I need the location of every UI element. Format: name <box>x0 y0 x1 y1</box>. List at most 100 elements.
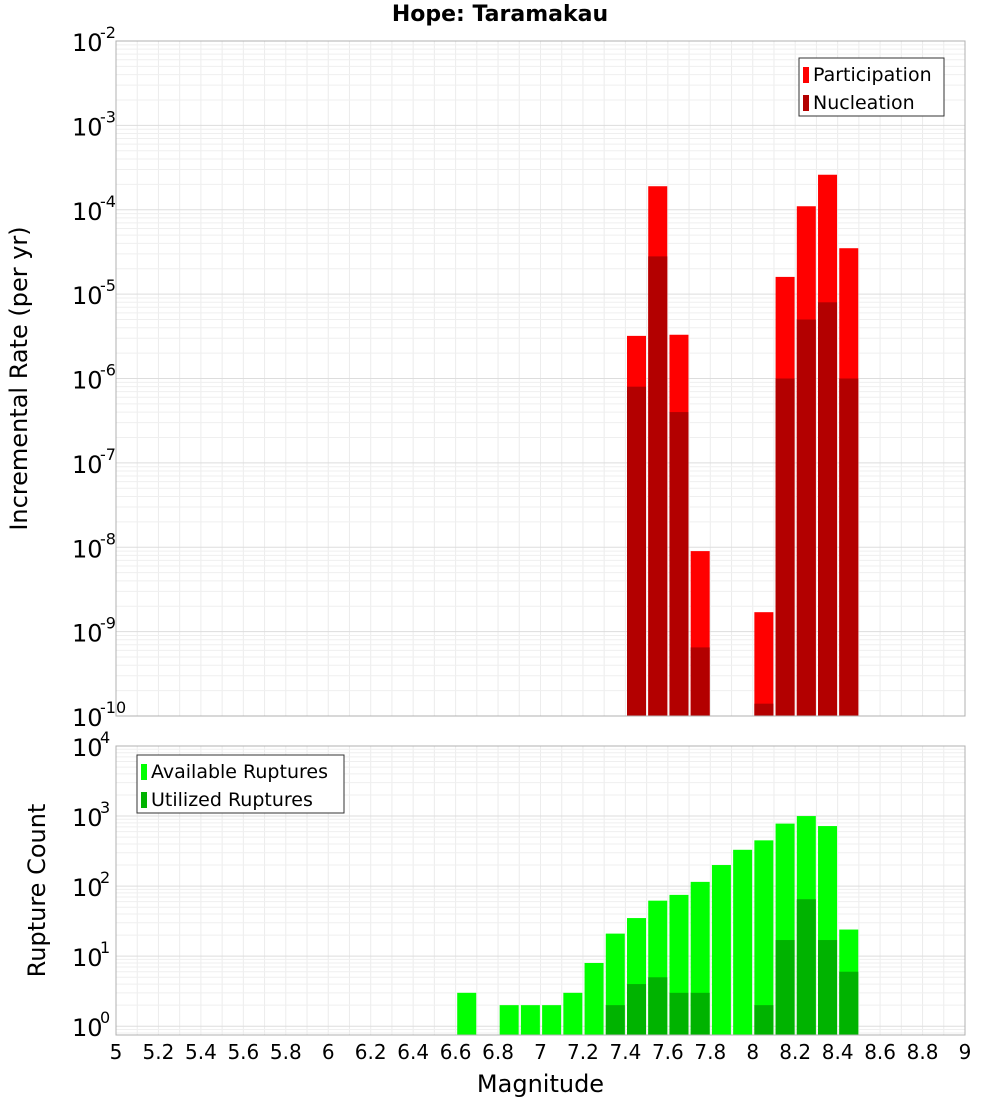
y-tick-label: 10 <box>72 451 103 479</box>
y-tick-exponent: 1 <box>100 938 110 957</box>
y-tick-exponent: -2 <box>100 23 116 42</box>
x-tick-label: 8.2 <box>779 1040 811 1064</box>
bar <box>690 992 710 1035</box>
bar <box>733 849 753 1035</box>
plot-frame <box>115 745 966 1036</box>
bar <box>669 412 689 716</box>
x-tick-label: 5.8 <box>270 1040 302 1064</box>
y-tick-label: 10 <box>72 535 103 563</box>
y-tick-exponent: -8 <box>100 529 116 548</box>
legend-label: Nucleation <box>813 92 915 114</box>
legend: Participation Nucleation <box>798 57 945 117</box>
bar <box>818 302 838 716</box>
bar <box>520 1005 540 1035</box>
bar <box>605 1005 625 1035</box>
rate-panel: 10-1010-910-810-710-610-510-410-310-2Inc… <box>5 23 966 732</box>
legend-swatch <box>803 95 809 111</box>
grid <box>115 41 966 717</box>
y-tick-exponent: -9 <box>100 614 116 633</box>
x-tick-label: 5 <box>110 1040 123 1064</box>
x-tick-label: 5.4 <box>185 1040 217 1064</box>
x-tick-label: 6.2 <box>355 1040 387 1064</box>
y-tick-label: 10 <box>72 113 103 141</box>
y-axis-label: Incremental Rate (per yr) <box>5 226 33 530</box>
y-tick-exponent: -10 <box>100 698 126 717</box>
y-tick-exponent: 4 <box>100 728 110 747</box>
bar <box>775 940 795 1035</box>
x-tick-label: 7.2 <box>567 1040 599 1064</box>
x-tick-label: 6 <box>322 1040 335 1064</box>
y-tick-exponent: -4 <box>100 192 116 211</box>
bar <box>648 977 668 1035</box>
bar <box>775 378 795 716</box>
bar <box>796 899 816 1035</box>
y-tick-label: 10 <box>72 1014 103 1042</box>
y-tick-label: 10 <box>72 704 103 732</box>
x-tick-label: 9 <box>959 1040 972 1064</box>
y-tick-exponent: -5 <box>100 276 116 295</box>
y-tick-exponent: -3 <box>100 107 116 126</box>
y-tick-label: 10 <box>72 367 103 395</box>
legend-swatch <box>141 792 147 808</box>
series-nucleation <box>627 256 859 716</box>
legend-label: Participation <box>813 64 932 86</box>
bar <box>839 378 859 716</box>
bar <box>818 940 838 1035</box>
legend: Available Ruptures Utilized Ruptures <box>136 754 345 814</box>
x-tick-label: 7.4 <box>609 1040 641 1064</box>
bar <box>584 962 604 1035</box>
bar <box>648 256 668 716</box>
x-tick-label: 5.2 <box>143 1040 175 1064</box>
y-tick-label: 10 <box>72 198 103 226</box>
series-utilized-ruptures <box>605 899 859 1035</box>
plot-frame <box>115 40 966 717</box>
y-tick-exponent: -7 <box>100 445 116 464</box>
bar <box>754 612 774 716</box>
y-tick-exponent: -6 <box>100 361 116 380</box>
bar <box>627 386 647 716</box>
bar <box>796 319 816 716</box>
bar <box>563 992 583 1035</box>
legend-box <box>798 57 945 117</box>
bar <box>499 1005 519 1035</box>
legend-label: Utilized Ruptures <box>151 789 313 811</box>
bar <box>627 984 647 1035</box>
bar <box>690 647 710 716</box>
legend-swatch <box>803 67 809 83</box>
y-tick-label: 10 <box>72 944 103 972</box>
x-axis-label: Magnitude <box>477 1070 604 1098</box>
y-tick-label: 10 <box>72 734 103 762</box>
x-tick-label: 8.4 <box>822 1040 854 1064</box>
bar <box>754 840 774 1035</box>
x-tick-label: 6.8 <box>482 1040 514 1064</box>
legend-box <box>136 754 345 814</box>
bar <box>542 1005 562 1035</box>
legend-swatch <box>141 764 147 780</box>
x-tick-label: 5.6 <box>227 1040 259 1064</box>
x-tick-label: 6.4 <box>397 1040 429 1064</box>
y-tick-exponent: 2 <box>100 868 110 887</box>
y-tick-label: 10 <box>72 804 103 832</box>
y-tick-label: 10 <box>72 29 103 57</box>
bar <box>754 1005 774 1035</box>
y-tick-label: 10 <box>72 620 103 648</box>
x-tick-label: 7.8 <box>694 1040 726 1064</box>
chart-title: Hope: Taramakau <box>391 2 609 27</box>
bar <box>754 703 774 716</box>
x-tick-label: 7.6 <box>652 1040 684 1064</box>
y-tick-exponent: 0 <box>100 1008 110 1027</box>
bar <box>711 865 731 1035</box>
x-tick-label: 6.6 <box>440 1040 472 1064</box>
x-tick-label: 7 <box>534 1040 547 1064</box>
x-tick-label: 8 <box>746 1040 759 1064</box>
y-tick-label: 10 <box>72 282 103 310</box>
y-tick-label: 10 <box>72 874 103 902</box>
bar <box>669 992 689 1035</box>
x-tick-label: 8.8 <box>907 1040 939 1064</box>
bar <box>457 992 477 1035</box>
bar <box>839 971 859 1035</box>
y-tick-exponent: 3 <box>100 798 110 817</box>
